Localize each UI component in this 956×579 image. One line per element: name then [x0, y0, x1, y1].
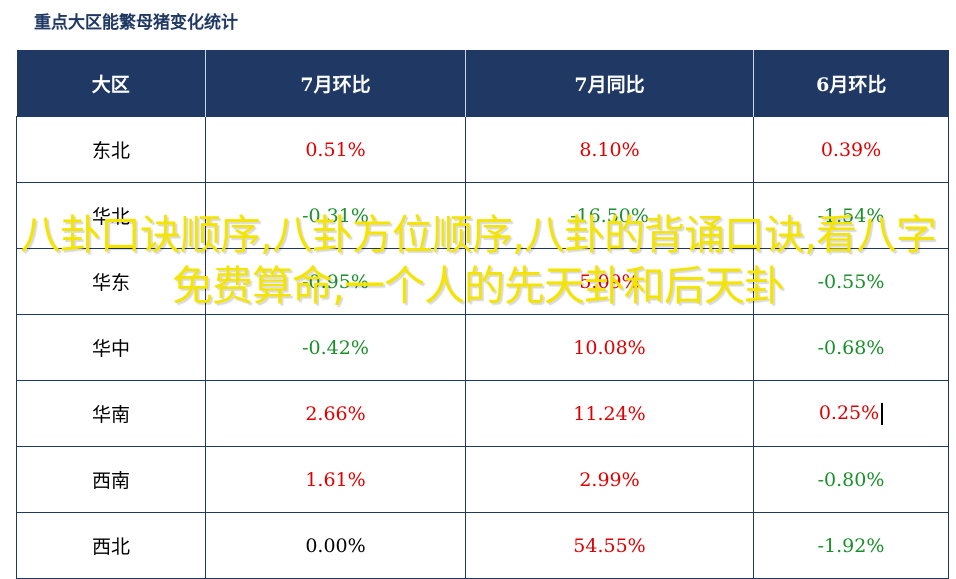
- region-cell: 华北: [16, 182, 206, 249]
- value: 11.24%: [573, 402, 646, 425]
- column-header-region: 大区: [16, 50, 206, 117]
- region-cell: 华中: [16, 314, 206, 381]
- jul-mom-cell: -0.95%: [205, 248, 466, 315]
- jul-mom-cell: -0.31%: [205, 182, 466, 249]
- jun-mom-cell: -1.92%: [753, 512, 949, 579]
- jul-yoy-cell: -16.50%: [465, 182, 754, 249]
- value: 2.99%: [579, 468, 640, 491]
- data-table: 大区 7月环比 7月同比 6月环比 东北 0.51% 8.10% 0.39% 华…: [16, 50, 949, 579]
- value: -1.92%: [817, 534, 885, 557]
- region-cell: 华南: [16, 380, 206, 447]
- jun-mom-cell: -0.80%: [753, 446, 949, 513]
- region-cell: 西北: [16, 512, 206, 579]
- page-title: 重点大区能繁母猪变化统计: [34, 13, 238, 33]
- value: 2.66%: [305, 402, 366, 425]
- value: 0.51%: [305, 138, 366, 161]
- jul-mom-cell: -0.42%: [205, 314, 466, 381]
- region-cell: 西南: [16, 446, 206, 513]
- value: -16.50%: [570, 204, 649, 227]
- jul-yoy-cell: 11.24%: [465, 380, 754, 447]
- value: 8.10%: [579, 138, 640, 161]
- text-cursor: [881, 403, 884, 425]
- value: 10.08%: [573, 336, 646, 359]
- table-row: 华南 2.66% 11.24% 0.25%: [16, 380, 949, 447]
- table-row: 西南 1.61% 2.99% -0.80%: [16, 446, 949, 513]
- jul-yoy-cell: 5.09%: [465, 248, 754, 315]
- table-row: 华北 -0.31% -16.50% -1.54%: [16, 182, 949, 249]
- value: -0.55%: [817, 270, 885, 293]
- jul-yoy-cell: 10.08%: [465, 314, 754, 381]
- table-header-row: 大区 7月环比 7月同比 6月环比: [16, 50, 949, 117]
- value: -0.68%: [817, 336, 885, 359]
- value: 54.55%: [573, 534, 646, 557]
- table-row: 华东 -0.95% 5.09% -0.55%: [16, 248, 949, 315]
- value: 1.61%: [305, 468, 366, 491]
- column-header-jul-mom: 7月环比: [205, 50, 466, 117]
- watermark-overlay-text: 八卦口诀顺序,八卦方位顺序,八卦的背诵口诀,看八字免费算命,一个人的先天卦和后天…: [19, 211, 937, 310]
- value: -0.31%: [302, 204, 369, 227]
- jun-mom-cell: -0.55%: [753, 248, 949, 315]
- value: -0.95%: [302, 270, 369, 293]
- table-row: 东北 0.51% 8.10% 0.39%: [16, 116, 949, 183]
- jun-mom-cell: -0.68%: [753, 314, 949, 381]
- region-cell: 华东: [16, 248, 206, 315]
- jun-mom-cell[interactable]: 0.25%: [753, 380, 949, 447]
- column-header-jul-yoy: 7月同比: [465, 50, 754, 117]
- jul-mom-cell: 1.61%: [205, 446, 466, 513]
- jul-mom-cell: 0.00%: [205, 512, 466, 579]
- jun-mom-cell: -1.54%: [753, 182, 949, 249]
- value: -0.42%: [302, 336, 369, 359]
- value: 0.00%: [305, 534, 366, 557]
- value: 0.25%: [818, 402, 880, 424]
- table-row: 西北 0.00% 54.55% -1.92%: [16, 512, 949, 579]
- jul-mom-cell: 0.51%: [205, 116, 466, 183]
- jul-mom-cell: 2.66%: [205, 380, 466, 447]
- jun-mom-cell: 0.39%: [753, 116, 949, 183]
- column-header-jun-mom: 6月环比: [753, 50, 949, 117]
- value: 5.09%: [579, 270, 640, 293]
- jul-yoy-cell: 2.99%: [465, 446, 754, 513]
- table-row: 华中 -0.42% 10.08% -0.68%: [16, 314, 949, 381]
- value: 0.39%: [820, 138, 882, 161]
- jul-yoy-cell: 8.10%: [465, 116, 754, 183]
- value: -0.80%: [817, 468, 885, 491]
- region-cell: 东北: [16, 116, 206, 183]
- value: -1.54%: [817, 204, 885, 227]
- jul-yoy-cell: 54.55%: [465, 512, 754, 579]
